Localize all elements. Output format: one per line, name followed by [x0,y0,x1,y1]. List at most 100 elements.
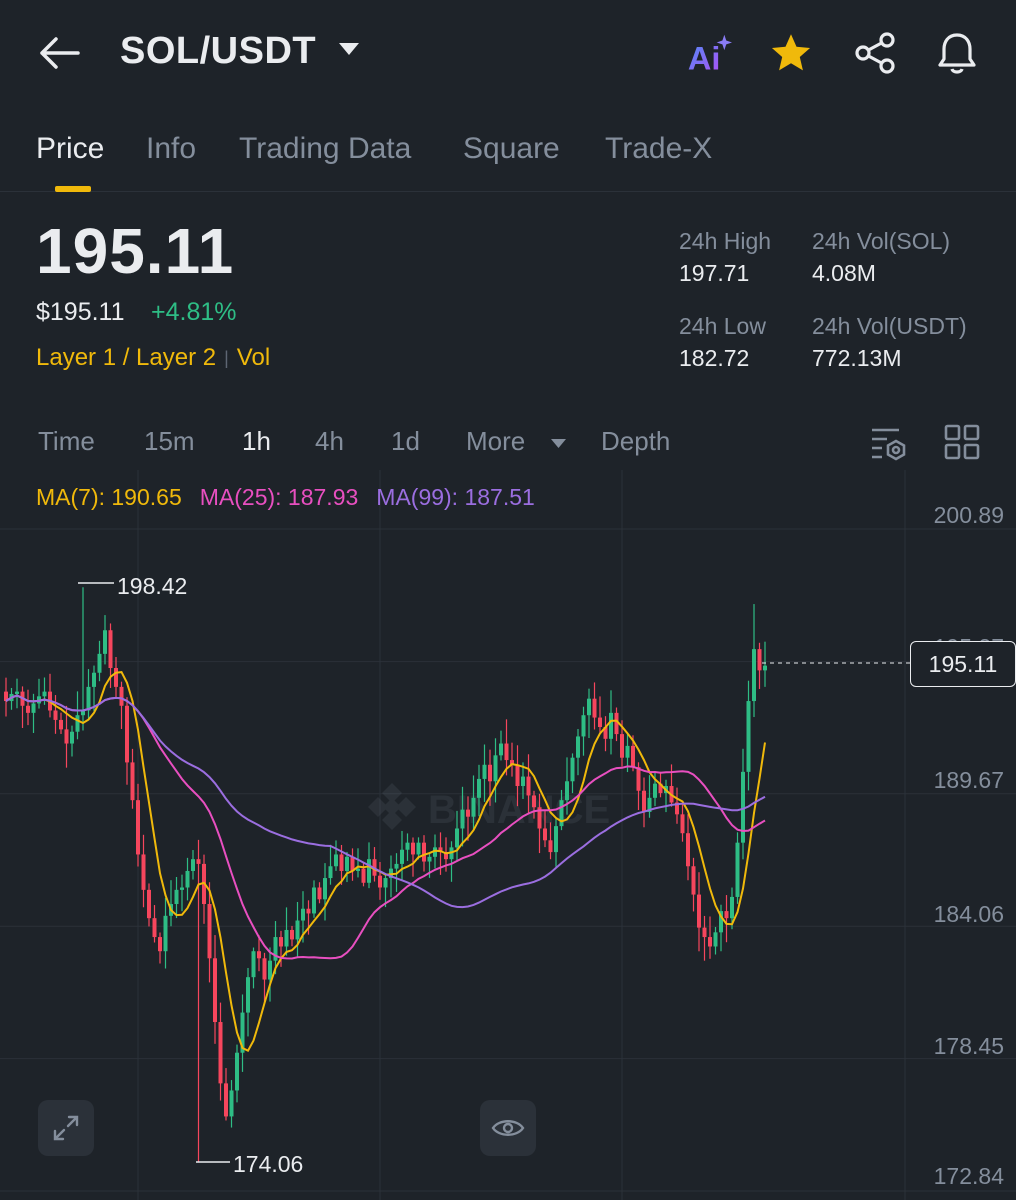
candle-body [752,649,756,702]
tab-trading-data[interactable]: Trading Data [239,132,412,165]
candle-body [196,859,201,864]
interval-depth[interactable]: Depth [601,426,671,456]
candle-body [317,887,322,900]
candle-body [647,797,652,812]
candle-body [499,743,503,756]
back-arrow-icon[interactable] [38,36,80,70]
tab-square[interactable]: Square [463,132,560,165]
candle-body [345,856,349,871]
candle-body [730,896,734,919]
period-high-label: 198.42 [117,573,188,599]
section-tabs: Price Info Trading Data Square Trade-X [0,128,1016,192]
candle-body [598,717,602,728]
pair-selector[interactable]: SOL/USDT [120,30,360,73]
ai-icon[interactable]: Ai [686,30,732,76]
candle-body [361,868,366,883]
candle-body [273,937,278,961]
y-tick-label: 172.84 [933,1163,1004,1189]
share-icon[interactable] [852,30,898,76]
tab-info[interactable]: Info [146,132,197,165]
candle-body [581,715,586,737]
candle-body [70,731,74,744]
more-chevron-icon [550,436,567,454]
low-value: 182.72 [679,345,750,371]
vol-sol-label: 24h Vol(SOL) [812,228,951,254]
candle-body [59,719,63,730]
ma7-label: MA(7): 190.65 [36,484,182,510]
last-price: 195.11 [36,215,235,287]
candle-body [559,800,564,827]
watermark-text: BINANCE [428,788,610,832]
interval-time[interactable]: Time [38,426,95,456]
tag-layer[interactable]: Layer 1 / Layer 2 [36,344,217,371]
candle-body [328,866,333,879]
interval-more[interactable]: More [466,426,526,456]
interval-15m[interactable]: 15m [144,426,195,456]
candle-body [719,911,723,933]
candle-body [482,764,487,779]
moving-average-lines [5,671,766,1053]
candle-body [31,703,36,713]
candle-body [570,757,575,782]
pair-name: SOL/USDT [120,30,317,72]
tag-vol[interactable]: Vol [236,344,271,371]
candle-body [466,809,470,817]
candle-body [108,630,113,669]
toggle-visibility-button[interactable] [480,1100,536,1156]
candle-body [532,795,536,808]
y-tick-label: 184.06 [933,901,1004,927]
candle-body [378,875,382,888]
candle-body [323,878,327,900]
fullscreen-button[interactable] [38,1100,94,1156]
candle-body [262,958,267,980]
indicator-settings-icon[interactable] [869,422,909,462]
candle-body [350,856,355,871]
candle-body [422,842,426,862]
candle-body [620,734,624,758]
active-tab-indicator [55,186,91,192]
candle-body [691,866,696,895]
candle-body [158,937,162,952]
candle-body [92,672,96,687]
interval-1h[interactable]: 1h [242,426,271,456]
candle-body [515,764,520,787]
low-label: 24h Low [679,313,766,339]
candle-body [587,698,591,716]
candle-body [42,691,47,697]
ma25-line [5,694,766,960]
candle-body [603,727,608,739]
bell-icon[interactable] [934,30,980,76]
candle-body [218,1022,223,1084]
candle-body [521,776,525,787]
tag-separator: | [224,347,229,368]
candle-body [4,691,8,702]
candle-body [290,929,294,940]
candle-body [708,937,712,947]
candle-body [493,755,498,782]
candle-body [174,889,179,905]
layout-grid-icon[interactable] [942,422,982,462]
candle-body [334,854,338,867]
candle-body [400,849,404,864]
candle-body [114,668,118,687]
tab-price[interactable]: Price [36,132,105,165]
candle-body [411,842,415,855]
candle-body [295,920,300,940]
tab-trade-x[interactable]: Trade-X [605,132,713,165]
interval-1d[interactable]: 1d [391,426,420,456]
ma99-label: MA(99): 187.51 [376,484,535,510]
candle-body [565,781,569,801]
candle-body [235,1052,239,1091]
candles [4,587,767,1163]
candle-body [97,653,102,673]
candle-body [213,958,217,1023]
candle-body [224,1083,228,1117]
ai-text: Ai [688,40,721,76]
candle-body [697,894,701,928]
candle-body [658,783,663,794]
candle-body [433,847,437,857]
interval-4h[interactable]: 4h [315,426,344,456]
star-icon[interactable] [768,30,814,76]
candle-body [163,915,168,952]
candlestick-chart[interactable]: BINANCE [0,470,1016,1200]
